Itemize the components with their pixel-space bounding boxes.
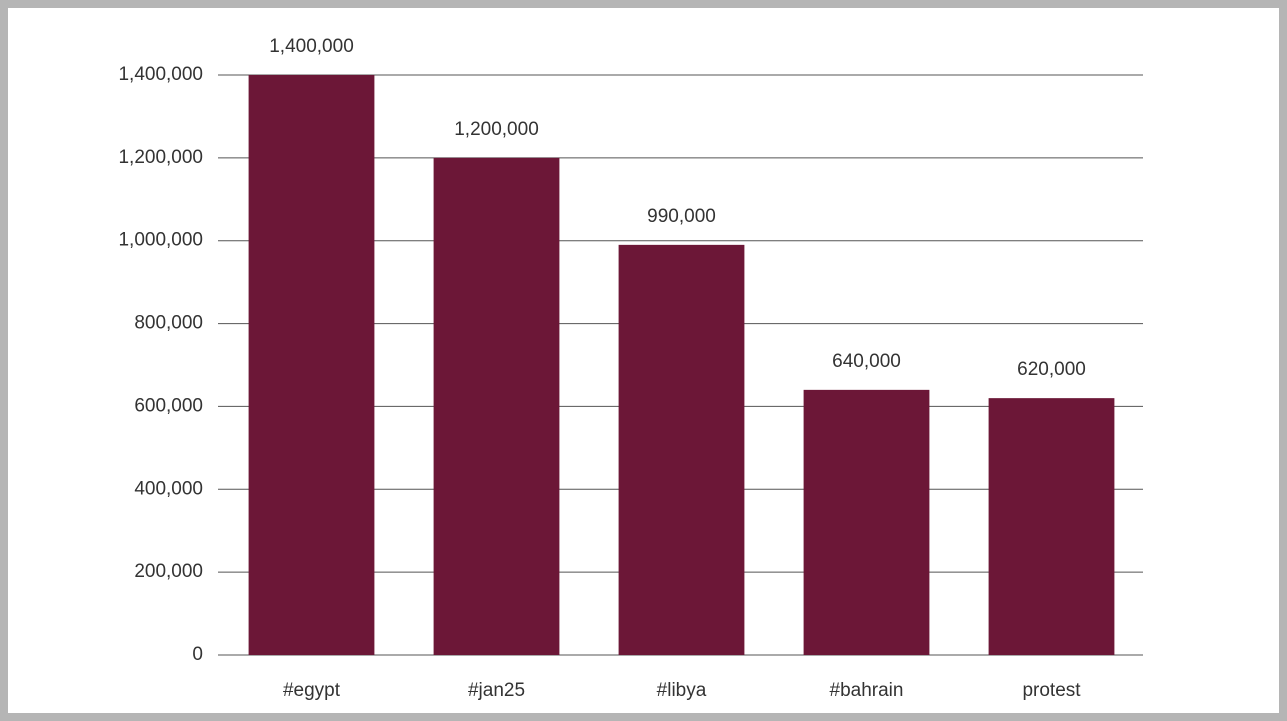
x-tick-label: #jan25 bbox=[468, 680, 525, 701]
x-tick-label: #egypt bbox=[283, 680, 341, 701]
y-tick-label: 1,000,000 bbox=[118, 230, 203, 251]
y-tick-label: 1,200,000 bbox=[118, 147, 203, 168]
bar bbox=[248, 75, 375, 655]
y-tick-label: 200,000 bbox=[134, 561, 203, 582]
bar bbox=[433, 157, 560, 655]
bar bbox=[988, 398, 1115, 655]
y-tick-label: 800,000 bbox=[134, 313, 203, 334]
bar bbox=[803, 389, 930, 655]
x-tick-label: #libya bbox=[657, 680, 707, 701]
x-tick-label: protest bbox=[1022, 680, 1081, 701]
value-label: 1,200,000 bbox=[454, 119, 539, 140]
y-tick-label: 600,000 bbox=[134, 395, 203, 416]
y-tick-label: 1,400,000 bbox=[118, 64, 203, 85]
value-label: 620,000 bbox=[1017, 359, 1086, 380]
value-label: 640,000 bbox=[832, 351, 901, 372]
value-label: 1,400,000 bbox=[269, 36, 354, 57]
y-tick-label: 400,000 bbox=[134, 478, 203, 499]
x-tick-label: #bahrain bbox=[830, 680, 904, 701]
value-label: 990,000 bbox=[647, 206, 716, 227]
y-tick-label: 0 bbox=[192, 644, 203, 665]
bar bbox=[618, 244, 745, 655]
